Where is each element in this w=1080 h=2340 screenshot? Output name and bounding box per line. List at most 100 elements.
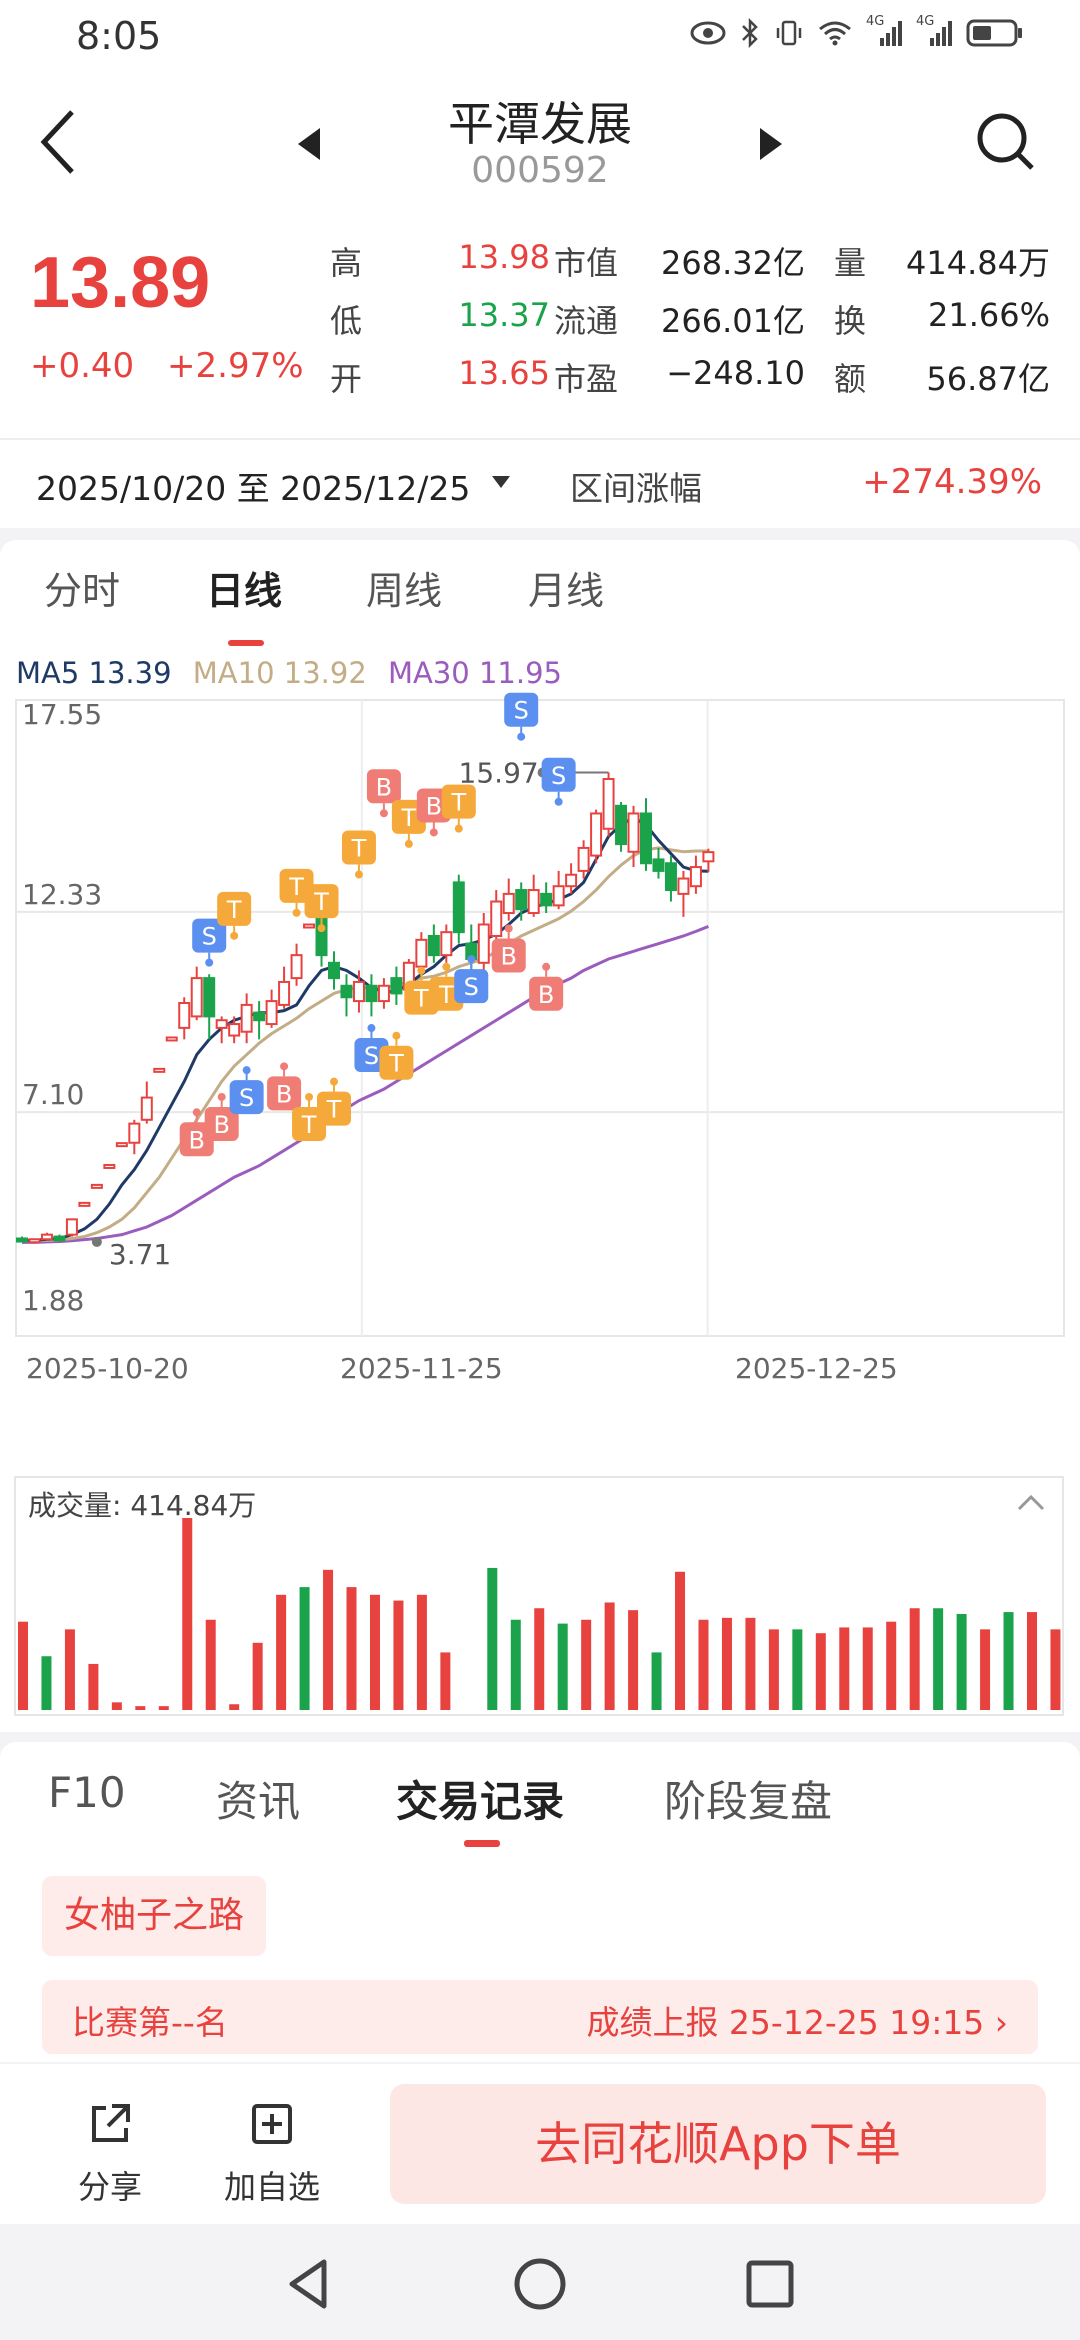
marker-dot	[354, 870, 363, 879]
trade-marker-label: T	[450, 789, 466, 817]
dropdown-arrow-icon[interactable]	[492, 476, 510, 488]
trade-marker-label: S	[464, 973, 479, 1001]
date-range-selector[interactable]: 2025/10/20 至 2025/12/25 区间涨幅 +274.39%	[0, 438, 1080, 512]
marker-dot	[379, 809, 388, 818]
volume-bar	[510, 1619, 521, 1710]
add-watchlist-button[interactable]: 加自选	[212, 2100, 332, 2208]
prev-icon[interactable]	[292, 124, 328, 164]
detail-section: F10 资讯 交易记录 阶段复盘 女柚子之路 比赛第--名 成绩上报 25-12…	[0, 1742, 1080, 2062]
signal-2-icon: 4G	[916, 14, 952, 48]
place-order-button[interactable]: 去同花顺App下单	[390, 2084, 1046, 2204]
volume-bar	[792, 1629, 803, 1710]
user-tag[interactable]: 女柚子之路	[42, 1876, 267, 1956]
ma30-value: MA30 11.95	[388, 656, 562, 690]
signal-1-icon: 4G	[866, 14, 902, 48]
candle-body	[228, 1023, 241, 1037]
marker-dot	[242, 1066, 251, 1075]
candle-body	[203, 977, 216, 1018]
nav-back-icon[interactable]	[280, 2254, 340, 2314]
trade-marker	[454, 969, 489, 1004]
quote-label: 市值	[554, 244, 619, 282]
marker-dot	[330, 1077, 338, 1086]
candle-body	[427, 934, 440, 957]
candle-body	[415, 938, 428, 968]
tab-trade-records[interactable]: 交易记录	[396, 1777, 565, 1826]
max-label: 15.97	[459, 756, 539, 789]
last-price: 13.89	[30, 243, 211, 323]
nav-home-icon[interactable]	[510, 2254, 570, 2314]
volume-label: 成交量: 414.84万	[28, 1489, 257, 1522]
quote-value: 266.01亿	[661, 302, 805, 340]
tab-f10[interactable]: F10	[48, 1768, 126, 1817]
quote-label: 额	[834, 360, 867, 398]
volume-bar	[88, 1663, 99, 1710]
share-button[interactable]: 分享	[50, 2100, 170, 2208]
tab-daily[interactable]: 日线	[206, 569, 283, 613]
candle-body	[689, 866, 702, 888]
candle-body	[365, 984, 378, 1003]
trade-marker	[317, 1091, 351, 1126]
tab-intraday[interactable]: 分时	[44, 569, 121, 613]
tab-monthly[interactable]: 月线	[528, 569, 605, 613]
volume-bar	[933, 1608, 944, 1710]
volume-bar	[721, 1617, 732, 1710]
add-watch-icon	[252, 2104, 292, 2144]
candle-body	[390, 977, 403, 995]
candle-body	[502, 892, 515, 915]
trade-marker	[304, 884, 339, 919]
candle-body	[290, 954, 303, 980]
marker-dot	[504, 924, 513, 933]
date-range[interactable]: 2025/10/20 至 2025/12/25	[36, 469, 471, 508]
candle-body	[253, 1011, 266, 1022]
nav-recent-icon[interactable]	[740, 2254, 800, 2314]
range-change-value: +274.39%	[862, 462, 1042, 502]
next-icon[interactable]	[752, 124, 788, 164]
trade-marker-label: S	[239, 1084, 254, 1112]
candle-body	[240, 1003, 253, 1033]
result-report[interactable]: 成绩上报 25-12-25 19:15 ›	[586, 2003, 1008, 2042]
volume-bar	[886, 1621, 897, 1710]
search-icon[interactable]	[970, 106, 1040, 176]
candlestick-chart[interactable]: 17.55 12.33 7.10 1.88 2025-10-20 2025-11-25 20…	[0, 690, 1080, 1470]
quote-row: 开 13.65 市盈 −248.10 额 56.87亿	[330, 354, 1050, 412]
trade-marker	[366, 769, 401, 804]
marker-dot	[305, 1092, 314, 1101]
back-icon[interactable]	[30, 102, 86, 182]
plot-frame	[15, 699, 1065, 1337]
trade-record-row[interactable]: 比赛第--名 成绩上报 25-12-25 19:15 ›	[42, 1980, 1038, 2054]
volume-bar	[111, 1702, 122, 1710]
volume-bar	[252, 1642, 263, 1710]
tab-news[interactable]: 资讯	[216, 1777, 301, 1826]
candle-body	[527, 889, 540, 915]
volume-bar	[768, 1629, 779, 1710]
candle-body	[190, 977, 203, 1018]
action-bar: 分享 加自选 去同花顺App下单	[0, 2064, 1080, 2224]
marker-dot	[317, 924, 326, 933]
collapse-icon[interactable]	[1016, 1492, 1046, 1512]
trade-marker-label: B	[276, 1080, 292, 1108]
volume-bar	[581, 1619, 592, 1710]
volume-bar	[980, 1629, 991, 1710]
candle-body	[40, 1233, 53, 1241]
eye-icon	[690, 21, 726, 45]
marker-dot	[404, 839, 413, 848]
tab-review[interactable]: 阶段复盘	[664, 1777, 833, 1826]
candle-body	[328, 961, 340, 980]
quote-panel: 13.89 +0.40 +2.97% 高 13.98 市值 268.32亿 量 …	[0, 212, 1080, 528]
period-tabs: 分时 日线 周线 月线	[0, 560, 1080, 646]
tab-weekly[interactable]: 周线	[366, 569, 443, 613]
marker-dot	[392, 1031, 401, 1040]
status-icons: 4G 4G	[690, 14, 1024, 48]
volume-bar	[534, 1608, 545, 1710]
candle-body	[652, 858, 665, 872]
volume-bar	[440, 1652, 451, 1710]
trade-marker	[529, 976, 564, 1011]
quote-label: 流通	[554, 302, 619, 340]
trade-marker	[267, 1076, 302, 1111]
candle-body	[215, 1019, 228, 1029]
trade-marker	[441, 784, 476, 819]
marker-dot	[230, 931, 239, 940]
quote-value: 13.65	[458, 354, 550, 392]
quote-value: 13.37	[458, 296, 550, 334]
share-label: 分享	[77, 2168, 142, 2206]
